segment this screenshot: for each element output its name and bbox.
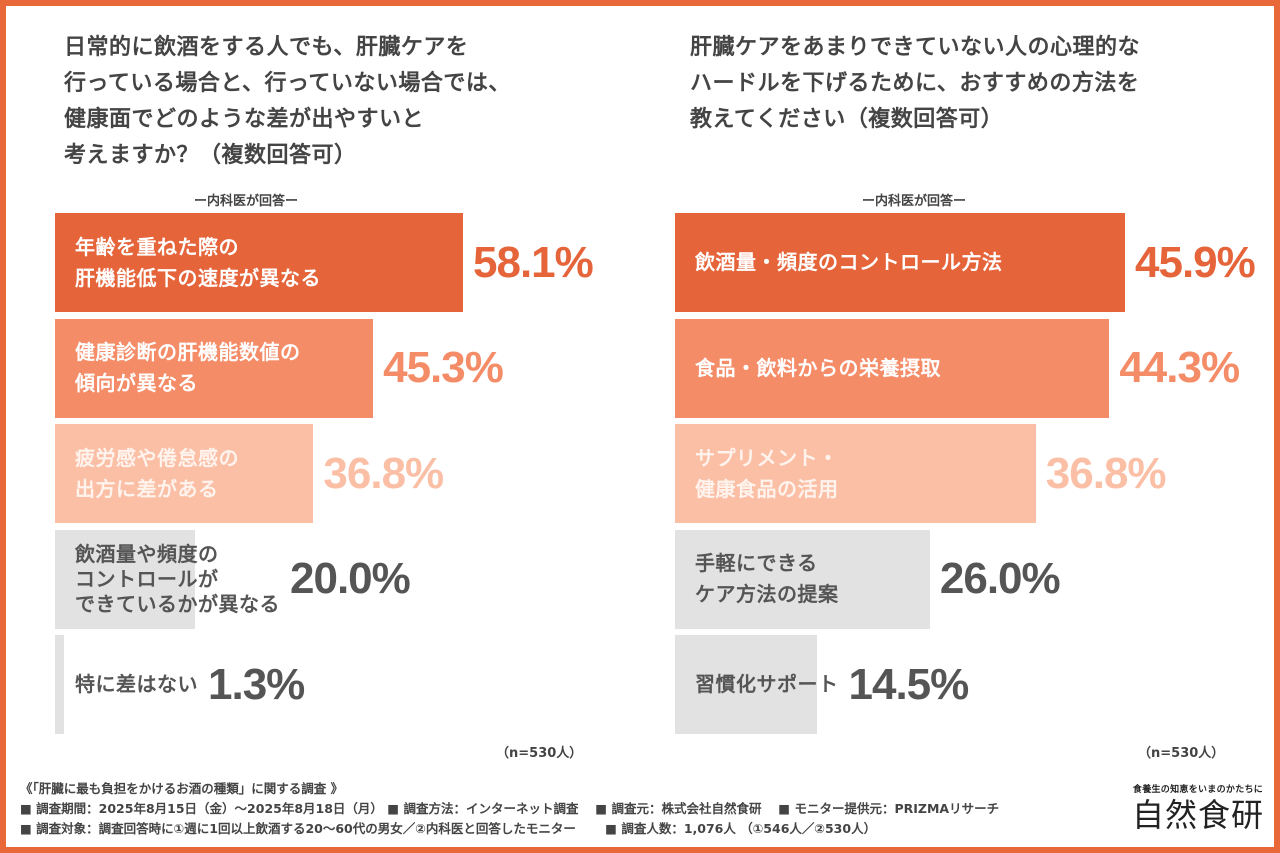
- bar-value-label: 45.3%: [383, 343, 504, 392]
- bar-label: 疲労感や倦怠感の 出方に差がある: [75, 445, 239, 501]
- right-chart-title: 肝臓ケアをあまりできていない人の心理的な ハードルを下げるために、おすすめの方法…: [690, 35, 1141, 132]
- bar-label: 手軽にできる ケア方法の提案: [695, 551, 839, 606]
- bar-value-label: 36.8%: [1045, 448, 1167, 498]
- right-chart-subtitle: ー内科医が回答ー: [862, 194, 967, 209]
- survey-title: 《「肝臓に最も負担をかけるお酒の種類」に関する調査 》: [20, 781, 344, 796]
- left-chart-title: 日常的に飲酒をする人でも、肝臓ケアを 行っている場合と、行っていない場合では、 …: [64, 35, 511, 168]
- brand-name: 自然食研: [1131, 796, 1264, 834]
- bar-label: 飲酒量・頻度のコントロール方法: [695, 250, 1003, 274]
- bar-label: 食品・飲料からの栄養摂取: [695, 355, 941, 380]
- bar-value-label: 1.3%: [208, 659, 305, 709]
- survey-details-line-1: ■ 調査期間：2025年8月15日（金）〜2025年8月18日（月） ■ 調査方…: [20, 801, 1000, 816]
- bar-value-label: 45.9%: [1135, 237, 1256, 287]
- survey-details-line-2: ■ 調査対象：調査回答時に①週に1回以上飲酒する20〜60代の男女／②内科医と回…: [20, 821, 877, 836]
- bar-value-label: 44.3%: [1119, 343, 1240, 392]
- right-sample-size-note: （n=530人）: [1138, 746, 1225, 761]
- bar: [55, 213, 463, 312]
- bar-label: 年齢を重ねた際の 肝機能低下の速度が異なる: [75, 234, 321, 290]
- bar-value-label: 26.0%: [939, 554, 1061, 603]
- brand-logo: 食養生の知恵をいまのかたちに 自然食研: [1128, 782, 1268, 835]
- bar-value-label: 58.1%: [473, 237, 594, 287]
- brand-tagline: 食養生の知恵をいまのかたちに: [1132, 785, 1264, 795]
- survey-footer: 《「肝臓に最も負担をかけるお酒の種類」に関する調査 》 ■ 調査期間：2025年…: [20, 779, 999, 839]
- right-chart-panel: 肝臓ケアをあまりできていない人の心理的な ハードルを下げるために、おすすめの方法…: [640, 6, 1274, 776]
- bar: [675, 213, 1125, 312]
- bar: [675, 635, 818, 734]
- bar-label: 特に差はない: [75, 672, 198, 696]
- bar-value-label: 36.8%: [323, 448, 444, 498]
- bar-label: 習慣化サポート: [695, 672, 839, 696]
- bar: [675, 529, 930, 629]
- bar-value-label: 14.5%: [848, 659, 970, 709]
- bar: [675, 318, 1110, 418]
- bar: [55, 529, 196, 629]
- bar-label: 飲酒量や頻度の コントロールが できているかが異なる: [75, 541, 280, 616]
- left-chart-panel: 日常的に飲酒をする人でも、肝臓ケアを 行っている場合と、行っていない場合では、 …: [6, 6, 640, 776]
- bar: [55, 635, 65, 734]
- bar-label: 健康診断の肝機能数値の 傾向が異なる: [75, 340, 301, 395]
- infographic-frame: 日常的に飲酒をする人でも、肝臓ケアを 行っている場合と、行っていない場合では、 …: [6, 6, 1274, 847]
- bar-value-label: 20.0%: [290, 554, 411, 603]
- bar: [55, 318, 374, 418]
- bar-label: サプリメント・ 健康食品の活用: [695, 445, 839, 501]
- left-chart-subtitle: ー内科医が回答ー: [194, 194, 299, 209]
- bar: [675, 424, 1036, 523]
- bar: [55, 424, 314, 523]
- left-sample-size-note: （n=530人）: [496, 746, 583, 761]
